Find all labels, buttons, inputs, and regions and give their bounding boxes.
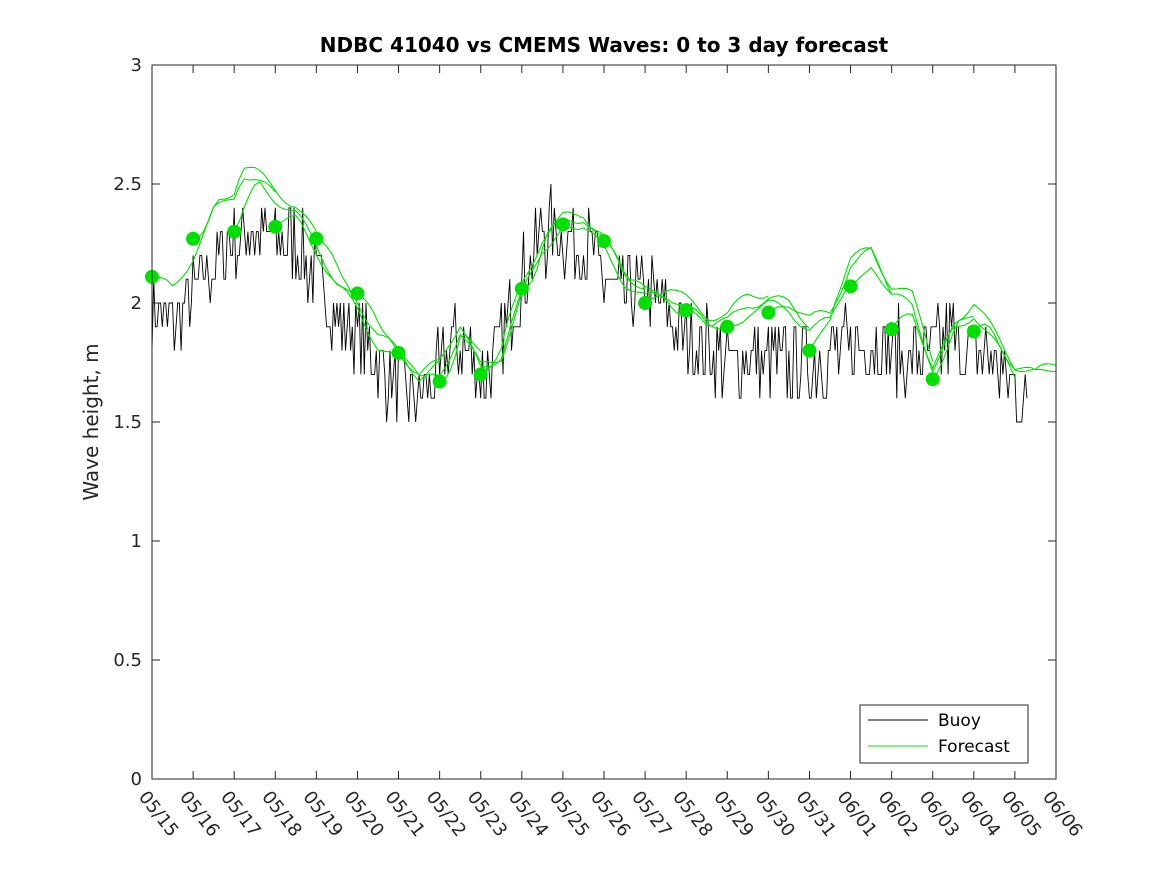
forecast-start-marker — [350, 286, 365, 301]
forecast-series — [891, 313, 1016, 378]
forecast-start-marker — [679, 303, 694, 318]
forecast-series — [274, 214, 399, 357]
forecast-start-marker — [268, 219, 283, 234]
forecast-series — [727, 279, 851, 332]
y-tick-label: 2 — [131, 293, 142, 314]
legend-forecast-label: Forecast — [938, 737, 1010, 757]
forecast-start-marker — [966, 324, 981, 339]
forecast-start-marker — [597, 234, 611, 249]
forecast-start-marker — [843, 279, 858, 294]
forecast-series — [809, 247, 934, 362]
forecast-series — [562, 223, 687, 318]
legend: Buoy Forecast — [859, 704, 1029, 764]
forecast-start-marker — [186, 231, 201, 246]
y-axis: 0 0.5 1 1.5 2 2.5 3 — [113, 55, 1056, 790]
y-tick-label: 0 — [131, 769, 142, 790]
y-tick-label: 3 — [131, 55, 142, 76]
legend-buoy-label: Buoy — [938, 711, 981, 731]
forecast-start-marker — [473, 367, 488, 382]
forecast-start-marker — [761, 305, 776, 320]
y-axis-label: Wave height, m — [79, 343, 103, 500]
chart-title: NDBC 41040 vs CMEMS Waves: 0 to 3 day fo… — [320, 33, 889, 57]
forecast-start-marker — [884, 322, 899, 337]
forecast-series — [973, 323, 1057, 373]
forecast-series — [521, 217, 646, 290]
forecast-series — [686, 295, 810, 329]
forecast-series — [480, 211, 605, 375]
legend-box — [859, 704, 1029, 764]
forecast-series — [603, 240, 728, 330]
forecast-start-marker — [391, 345, 406, 360]
y-tick-label: 1.5 — [113, 412, 142, 433]
forecast-series — [193, 166, 317, 240]
forecast-start-marker — [720, 319, 735, 334]
plot-area — [151, 166, 1057, 423]
y-tick-label: 1 — [131, 531, 142, 552]
forecast-start-marker — [227, 224, 242, 239]
y-tick-label: 2.5 — [113, 174, 142, 195]
forecast-series — [316, 238, 440, 382]
forecast-start-marker — [514, 281, 529, 296]
forecast-start-marker — [555, 217, 570, 232]
buoy-series — [151, 183, 1028, 423]
forecast-series — [850, 266, 974, 374]
forecast-start-marker — [802, 343, 817, 358]
forecast-start-marker — [432, 374, 447, 389]
forecast-start-markers — [145, 217, 981, 389]
forecast-start-marker — [638, 296, 653, 310]
y-tick-label: 0.5 — [113, 650, 142, 671]
forecast-series — [644, 289, 769, 322]
forecast-series — [398, 291, 523, 377]
forecast-series — [439, 226, 564, 382]
forecast-start-marker — [925, 372, 940, 387]
forecast-series — [768, 246, 893, 316]
forecast-start-marker — [309, 231, 324, 246]
forecast-series — [233, 181, 358, 300]
